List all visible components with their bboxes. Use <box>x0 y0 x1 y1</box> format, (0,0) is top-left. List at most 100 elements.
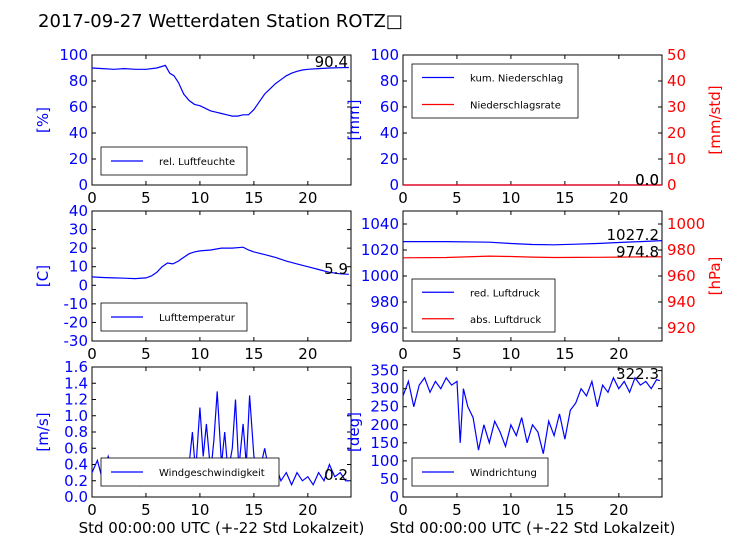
wind-direction-ytick-label: 50 <box>380 470 399 488</box>
precipitation-ytick-r-label: 0 <box>667 176 677 194</box>
precipitation-ytick-label: 80 <box>380 72 399 90</box>
wind-speed-xtick-label: 5 <box>141 501 151 519</box>
wind-direction-series-0 <box>402 376 660 454</box>
pressure-xtick-label: 15 <box>555 345 574 363</box>
temperature-ytick-label: 0 <box>78 276 88 294</box>
precipitation-ytick-r-label: 40 <box>667 72 686 90</box>
pressure-series-1 <box>402 255 663 259</box>
wind-speed-current-value: 0.2 <box>324 466 348 484</box>
temperature-series-0 <box>91 246 349 280</box>
temperature-panel: 0 5 10 15 20-30-20-10010203040[C]Lufttempera… <box>34 202 352 363</box>
pressure-legend-box <box>411 278 556 333</box>
pressure-panel: 0 5 10 15 20 960 980 1000 1020 1040 920 940 960 980 10… <box>361 210 724 363</box>
pressure-current-value: 974.8 <box>616 243 659 261</box>
humidity-ytick-label: 80 <box>69 72 88 90</box>
wind-speed-xtick-label: 10 <box>190 501 209 519</box>
precipitation-ytick-label: 40 <box>380 124 399 142</box>
precipitation-legend-label: Niederschlagsrate <box>470 101 561 112</box>
humidity-current-value: 90.4 <box>315 53 348 71</box>
wind-speed-xtick-label: 15 <box>244 501 263 519</box>
wind-direction-frame <box>402 366 663 498</box>
temperature-xtick-label: 20 <box>298 345 317 363</box>
precipitation-ytick-label: 0 <box>389 176 399 194</box>
humidity-ytick-label: 100 <box>59 46 88 64</box>
precipitation-xtick-label: 5 <box>452 189 462 207</box>
wind-direction-ylabel: [deg] <box>345 412 363 452</box>
wind-direction-legend: Windrichtung <box>411 457 549 487</box>
pressure-ytick-label: 960 <box>370 319 399 337</box>
wind-direction-ytick-label: 200 <box>370 416 399 434</box>
temperature-ytick-label: -30 <box>64 332 89 350</box>
precipitation-ylabel-right: [mm/std] <box>706 85 724 154</box>
precipitation-current-value: 0.0 <box>635 171 659 189</box>
wind-direction-xtick-label: 0 <box>398 501 408 519</box>
wind-speed-ytick-label: 0.4 <box>64 456 88 474</box>
humidity-legend-label: rel. Luftfeuchte <box>159 157 235 168</box>
wind-speed-ytick-label: 1.4 <box>64 374 88 392</box>
humidity-ylabel: [%] <box>34 107 52 133</box>
temperature-legend-label: Lufttemperatur <box>159 313 236 324</box>
wind-speed-ytick-label: 1.0 <box>64 407 88 425</box>
wind-direction-xtick-label: 5 <box>452 501 462 519</box>
pressure-legend-label: abs. Luftdruck <box>470 315 541 326</box>
wind-direction-ytick-label: 300 <box>370 380 399 398</box>
precipitation-ytick-r-label: 20 <box>667 124 686 142</box>
wind-speed-panel: 0 5 10 15 200.00.20.40.60.81.01.21.41.6[m/s]… <box>34 358 364 537</box>
pressure-xtick-label: 10 <box>501 345 520 363</box>
wind-speed-ytick-label: 0.0 <box>64 488 88 506</box>
temperature-frame <box>91 210 352 342</box>
pressure-ytick-label: 1000 <box>361 267 399 285</box>
humidity-xtick-label: 0 <box>87 189 97 207</box>
wind-speed-ytick-label: 1.6 <box>64 358 88 376</box>
figure-title: 2017-09-27 Wetterdaten Station ROTZ□ <box>38 11 403 32</box>
precipitation-ytick-r-label: 50 <box>667 46 686 64</box>
humidity-xtick-label: 15 <box>244 189 263 207</box>
precipitation-current-value: 0.0 <box>635 171 659 189</box>
temperature-ytick-label: 10 <box>69 258 88 276</box>
temperature-legend: Lufttemperatur <box>100 302 248 332</box>
wind-direction-xtick-label: 20 <box>609 501 628 519</box>
precipitation-ytick-r-label: 10 <box>667 150 686 168</box>
temperature-ylabel: [C] <box>34 265 52 287</box>
pressure-ytick-r-label: 980 <box>667 241 696 259</box>
wind-direction-ytick-label: 100 <box>370 452 399 470</box>
wind-speed-ytick-label: 0.8 <box>64 423 88 441</box>
humidity-ytick-label: 0 <box>78 176 88 194</box>
precipitation-legend-label: kum. Niederschlag <box>470 74 563 85</box>
pressure-ytick-r-label: 920 <box>667 319 696 337</box>
temperature-ytick-label: -20 <box>64 313 89 331</box>
precipitation-ytick-r-label: 30 <box>667 98 686 116</box>
humidity-ytick-label: 20 <box>69 150 88 168</box>
precipitation-legend-box <box>411 63 579 119</box>
wind-direction-legend-label: Windrichtung <box>470 468 537 479</box>
temperature-ytick-label: 30 <box>69 221 88 239</box>
pressure-ytick-label: 980 <box>370 293 399 311</box>
wind-speed-ylabel: [m/s] <box>34 412 52 451</box>
temperature-ytick-label: 20 <box>69 239 88 257</box>
pressure-current-value: 1027.2 <box>607 226 660 244</box>
wind-speed-legend-label: Windgeschwindigkeit <box>159 468 265 479</box>
wind-speed-legend-box <box>100 457 280 487</box>
pressure-ylabel-right: [hPa] <box>706 257 724 296</box>
precipitation-ylabel: [mm] <box>345 100 363 141</box>
wind-direction-xtick-label: 15 <box>555 501 574 519</box>
humidity-xtick-label: 10 <box>190 189 209 207</box>
temperature-ytick-label: 40 <box>69 202 88 220</box>
wind-direction-current-value: 322.3 <box>616 365 659 383</box>
humidity-ytick-label: 60 <box>69 98 88 116</box>
wind-direction-ytick-label: 250 <box>370 398 399 416</box>
pressure-xtick-label: 20 <box>609 345 628 363</box>
wind-speed-xtick-label: 0 <box>87 501 97 519</box>
humidity-xtick-label: 20 <box>298 189 317 207</box>
precipitation-xtick-label: 15 <box>555 189 574 207</box>
humidity-ytick-label: 40 <box>69 124 88 142</box>
pressure-ytick-label: 1020 <box>361 241 399 259</box>
humidity-panel: 0 5 10 15 20 0 20 40 60 80 100 [%] rel. Luftfeuchte 9… <box>34 46 352 207</box>
temperature-xtick-label: 10 <box>190 345 209 363</box>
wind-speed-ytick-label: 1.2 <box>64 391 88 409</box>
wind-speed-ytick-label: 0.6 <box>64 439 88 457</box>
wind-direction-ytick-label: 0 <box>389 488 399 506</box>
pressure-ytick-r-label: 960 <box>667 267 696 285</box>
